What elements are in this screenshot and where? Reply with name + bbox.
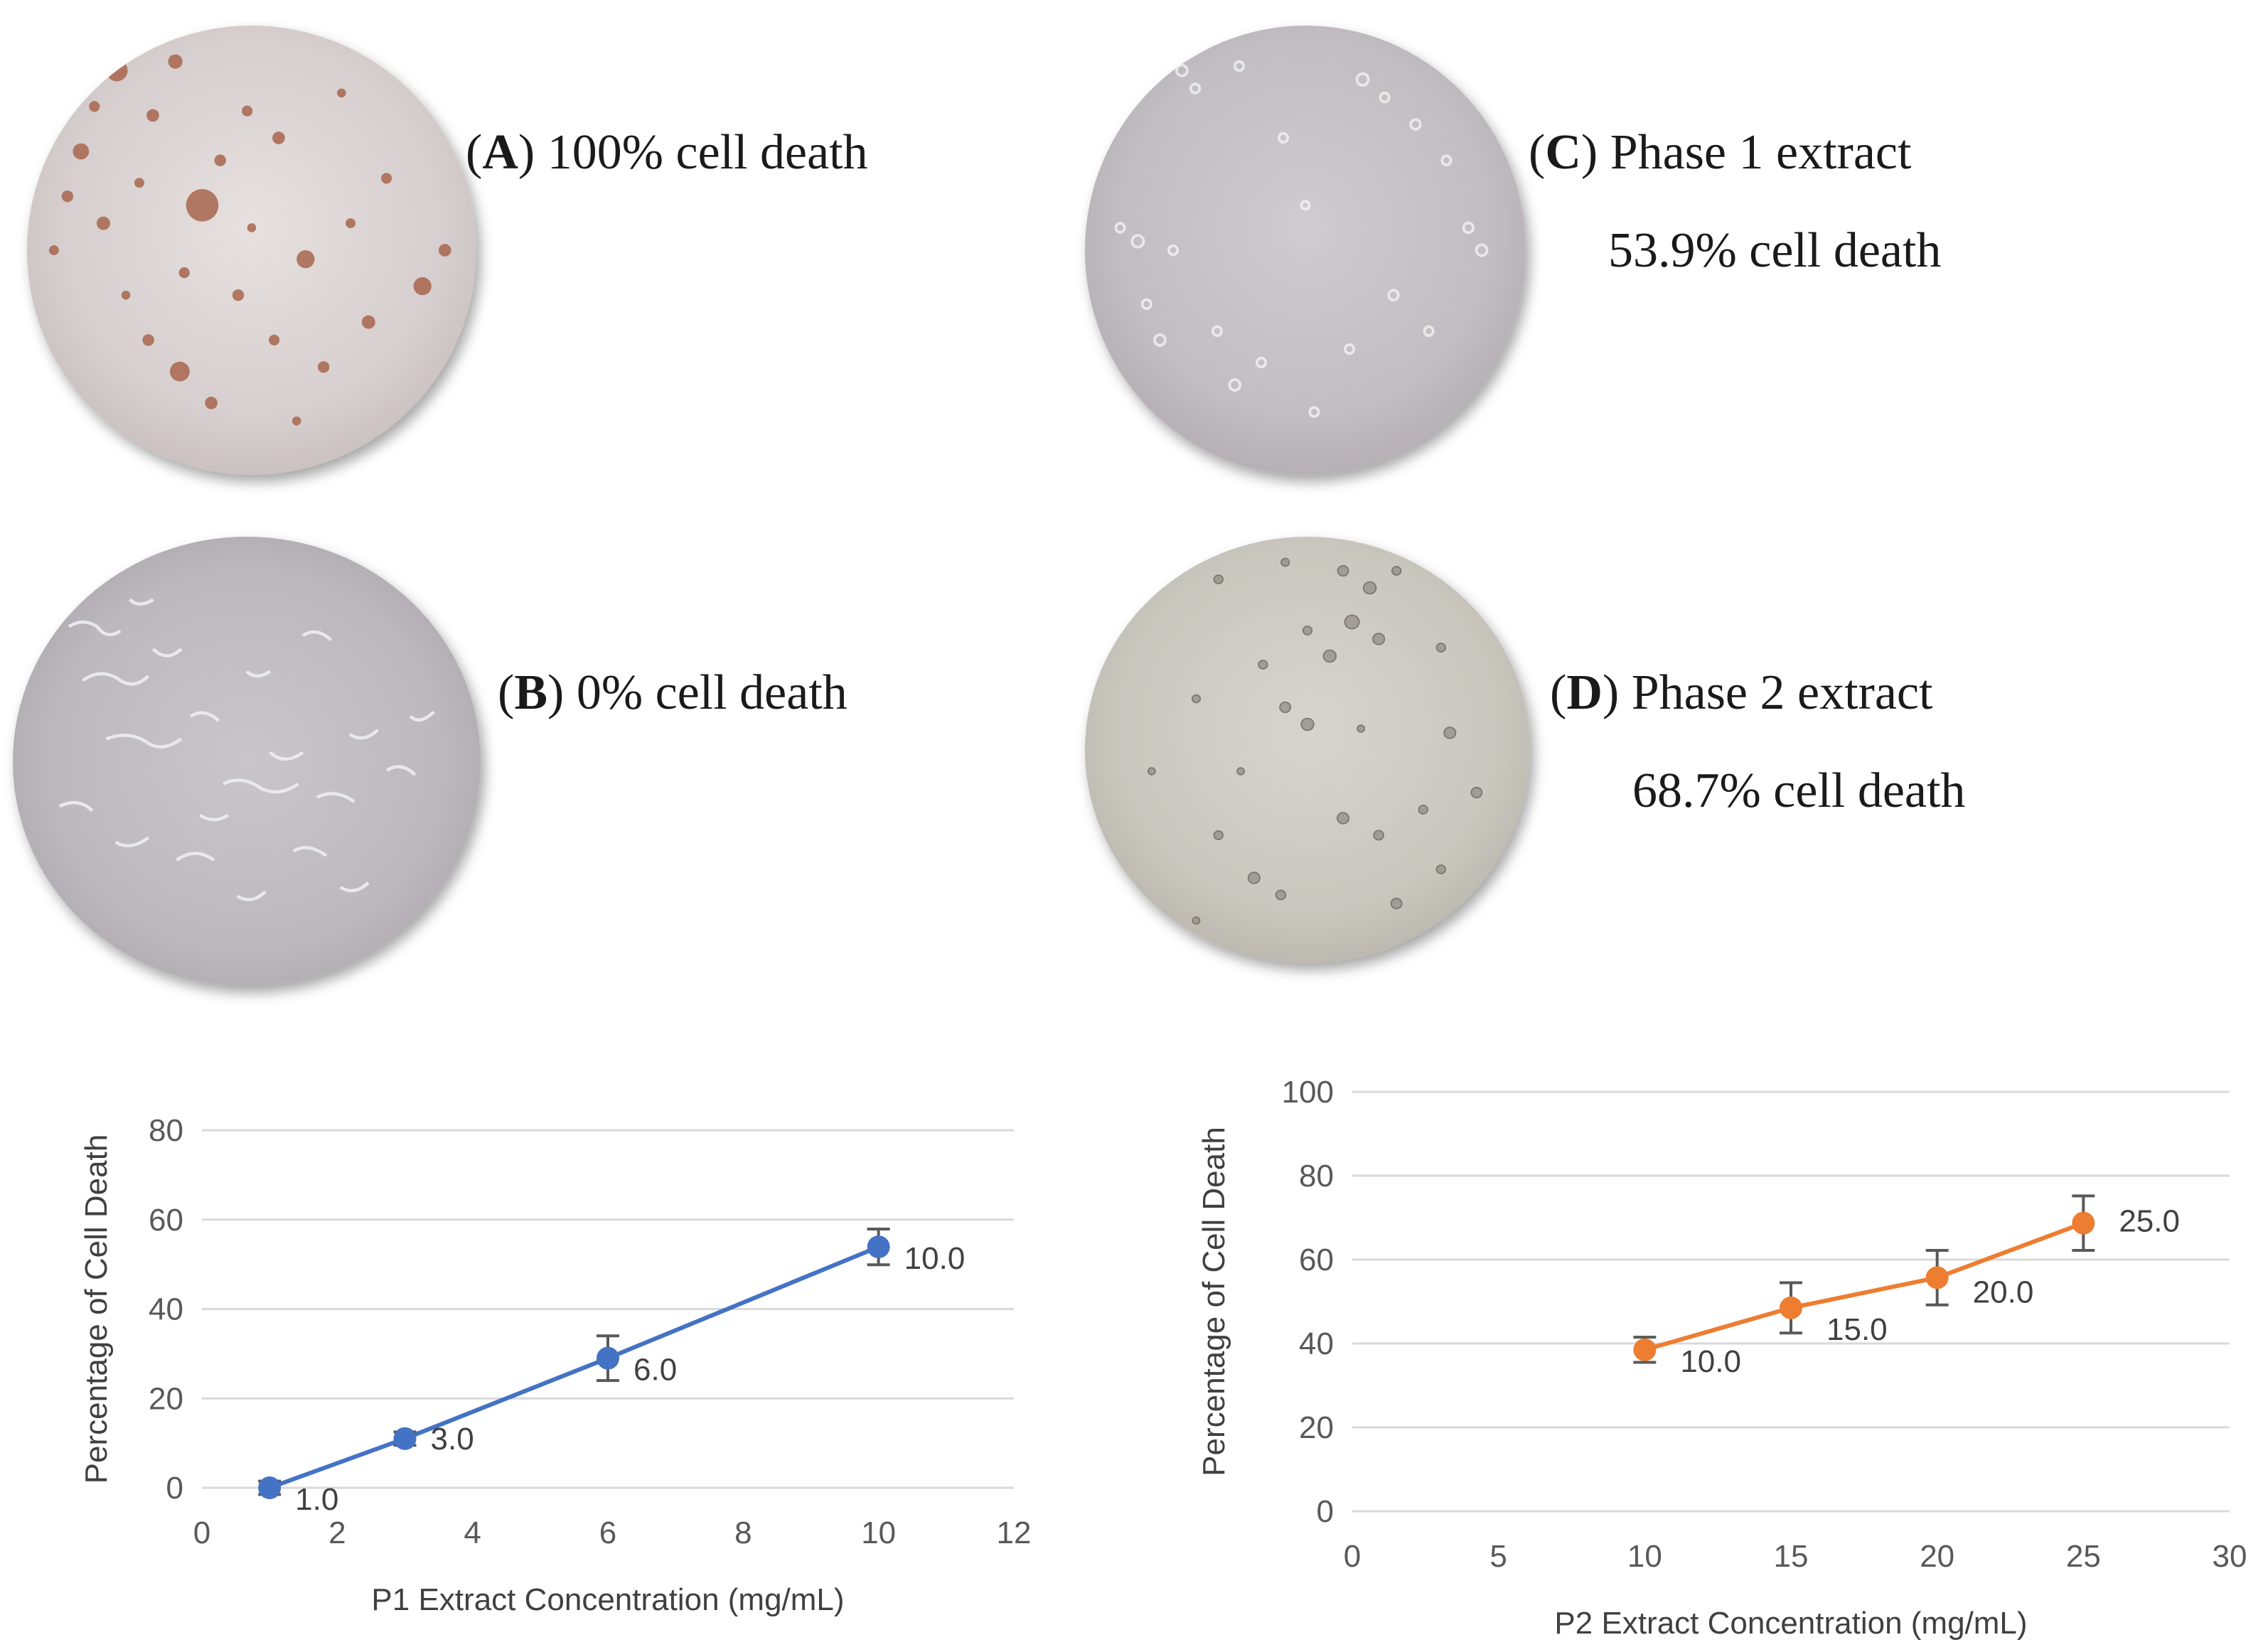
data-point (597, 1346, 619, 1370)
x-tick-label: 4 (464, 1516, 481, 1550)
y-tick-label: 20 (1299, 1410, 1334, 1445)
x-tick-label: 15 (1774, 1539, 1809, 1574)
x-tick-label: 8 (734, 1516, 751, 1550)
x-tick-label: 20 (1920, 1539, 1954, 1574)
data-point (258, 1476, 282, 1499)
y-axis-title: Percentage of Cell Death (79, 1135, 114, 1484)
x-axis-title: P1 Extract Concentration (mg/mL) (371, 1582, 844, 1617)
data-label: 20.0 (1973, 1275, 2034, 1309)
micrograph-d (1085, 537, 1530, 963)
data-label: 3.0 (431, 1422, 474, 1457)
y-tick-label: 0 (166, 1471, 183, 1506)
data-label: 10.0 (904, 1241, 965, 1276)
caption-c-text: Phase 1 extract (1610, 125, 1912, 180)
series-line (269, 1245, 879, 1490)
data-point (393, 1427, 417, 1450)
y-tick-label: 100 (1282, 1075, 1334, 1110)
y-tick-label: 80 (1299, 1159, 1334, 1194)
caption-d: (D) Phase 2 extract (1550, 665, 1933, 720)
data-label: 1.0 (295, 1482, 338, 1517)
micrograph-b (13, 537, 481, 986)
caption-c-letter: C (1545, 125, 1581, 180)
micrograph-a (27, 26, 476, 475)
x-tick-label: 2 (328, 1516, 346, 1550)
caption-a-text: 100% cell death (547, 125, 868, 180)
data-label: 10.0 (1680, 1344, 1741, 1379)
x-tick-label: 25 (2066, 1539, 2101, 1574)
data-label: 25.0 (2119, 1204, 2180, 1239)
caption-d-letter: D (1566, 665, 1603, 720)
y-tick-label: 60 (1299, 1243, 1334, 1277)
x-tick-label: 0 (1344, 1539, 1361, 1574)
y-tick-label: 20 (149, 1381, 183, 1416)
data-label: 15.0 (1826, 1312, 1888, 1347)
x-tick-label: 6 (599, 1516, 616, 1550)
y-tick-label: 60 (149, 1203, 183, 1238)
y-tick-label: 40 (1299, 1326, 1334, 1361)
x-tick-label: 5 (1489, 1539, 1507, 1574)
p1-chart: 0 20 40 60 80 0 2 4 6 8 10 12 P1 Extract Concentrati… (79, 1113, 1032, 1617)
y-tick-label: 40 (149, 1292, 183, 1327)
y-axis-title: Percentage of Cell Death (1197, 1127, 1231, 1476)
caption-c: (C) Phase 1 extract (1529, 125, 1912, 180)
caption-c-result: 53.9% cell death (1608, 223, 1942, 278)
data-point (1925, 1266, 1949, 1289)
caption-a-letter: A (482, 125, 518, 180)
data-point (867, 1235, 890, 1259)
caption-b-letter: B (514, 665, 548, 720)
y-tick-label: 0 (1317, 1494, 1334, 1529)
caption-a: (A) 100% cell death (466, 125, 868, 180)
x-tick-label: 10 (1627, 1539, 1662, 1574)
data-point (2072, 1211, 2095, 1235)
caption-b-text: 0% cell death (576, 665, 847, 720)
caption-d-text: Phase 2 extract (1631, 665, 1933, 720)
x-tick-label: 10 (861, 1516, 896, 1550)
x-tick-label: 12 (997, 1516, 1032, 1550)
micrograph-c (1085, 26, 1526, 475)
x-axis-title: P2 Extract Concentration (mg/mL) (1554, 1606, 2027, 1641)
data-point (1633, 1338, 1657, 1361)
data-label: 6.0 (633, 1353, 677, 1388)
data-point (1780, 1296, 1802, 1319)
caption-d-result: 68.7% cell death (1632, 763, 1966, 818)
x-tick-label: 0 (193, 1516, 210, 1550)
caption-b: (B) 0% cell death (498, 665, 847, 720)
series-line (1644, 1221, 2085, 1352)
x-tick-label: 30 (2213, 1539, 2247, 1574)
y-tick-label: 80 (149, 1113, 183, 1148)
